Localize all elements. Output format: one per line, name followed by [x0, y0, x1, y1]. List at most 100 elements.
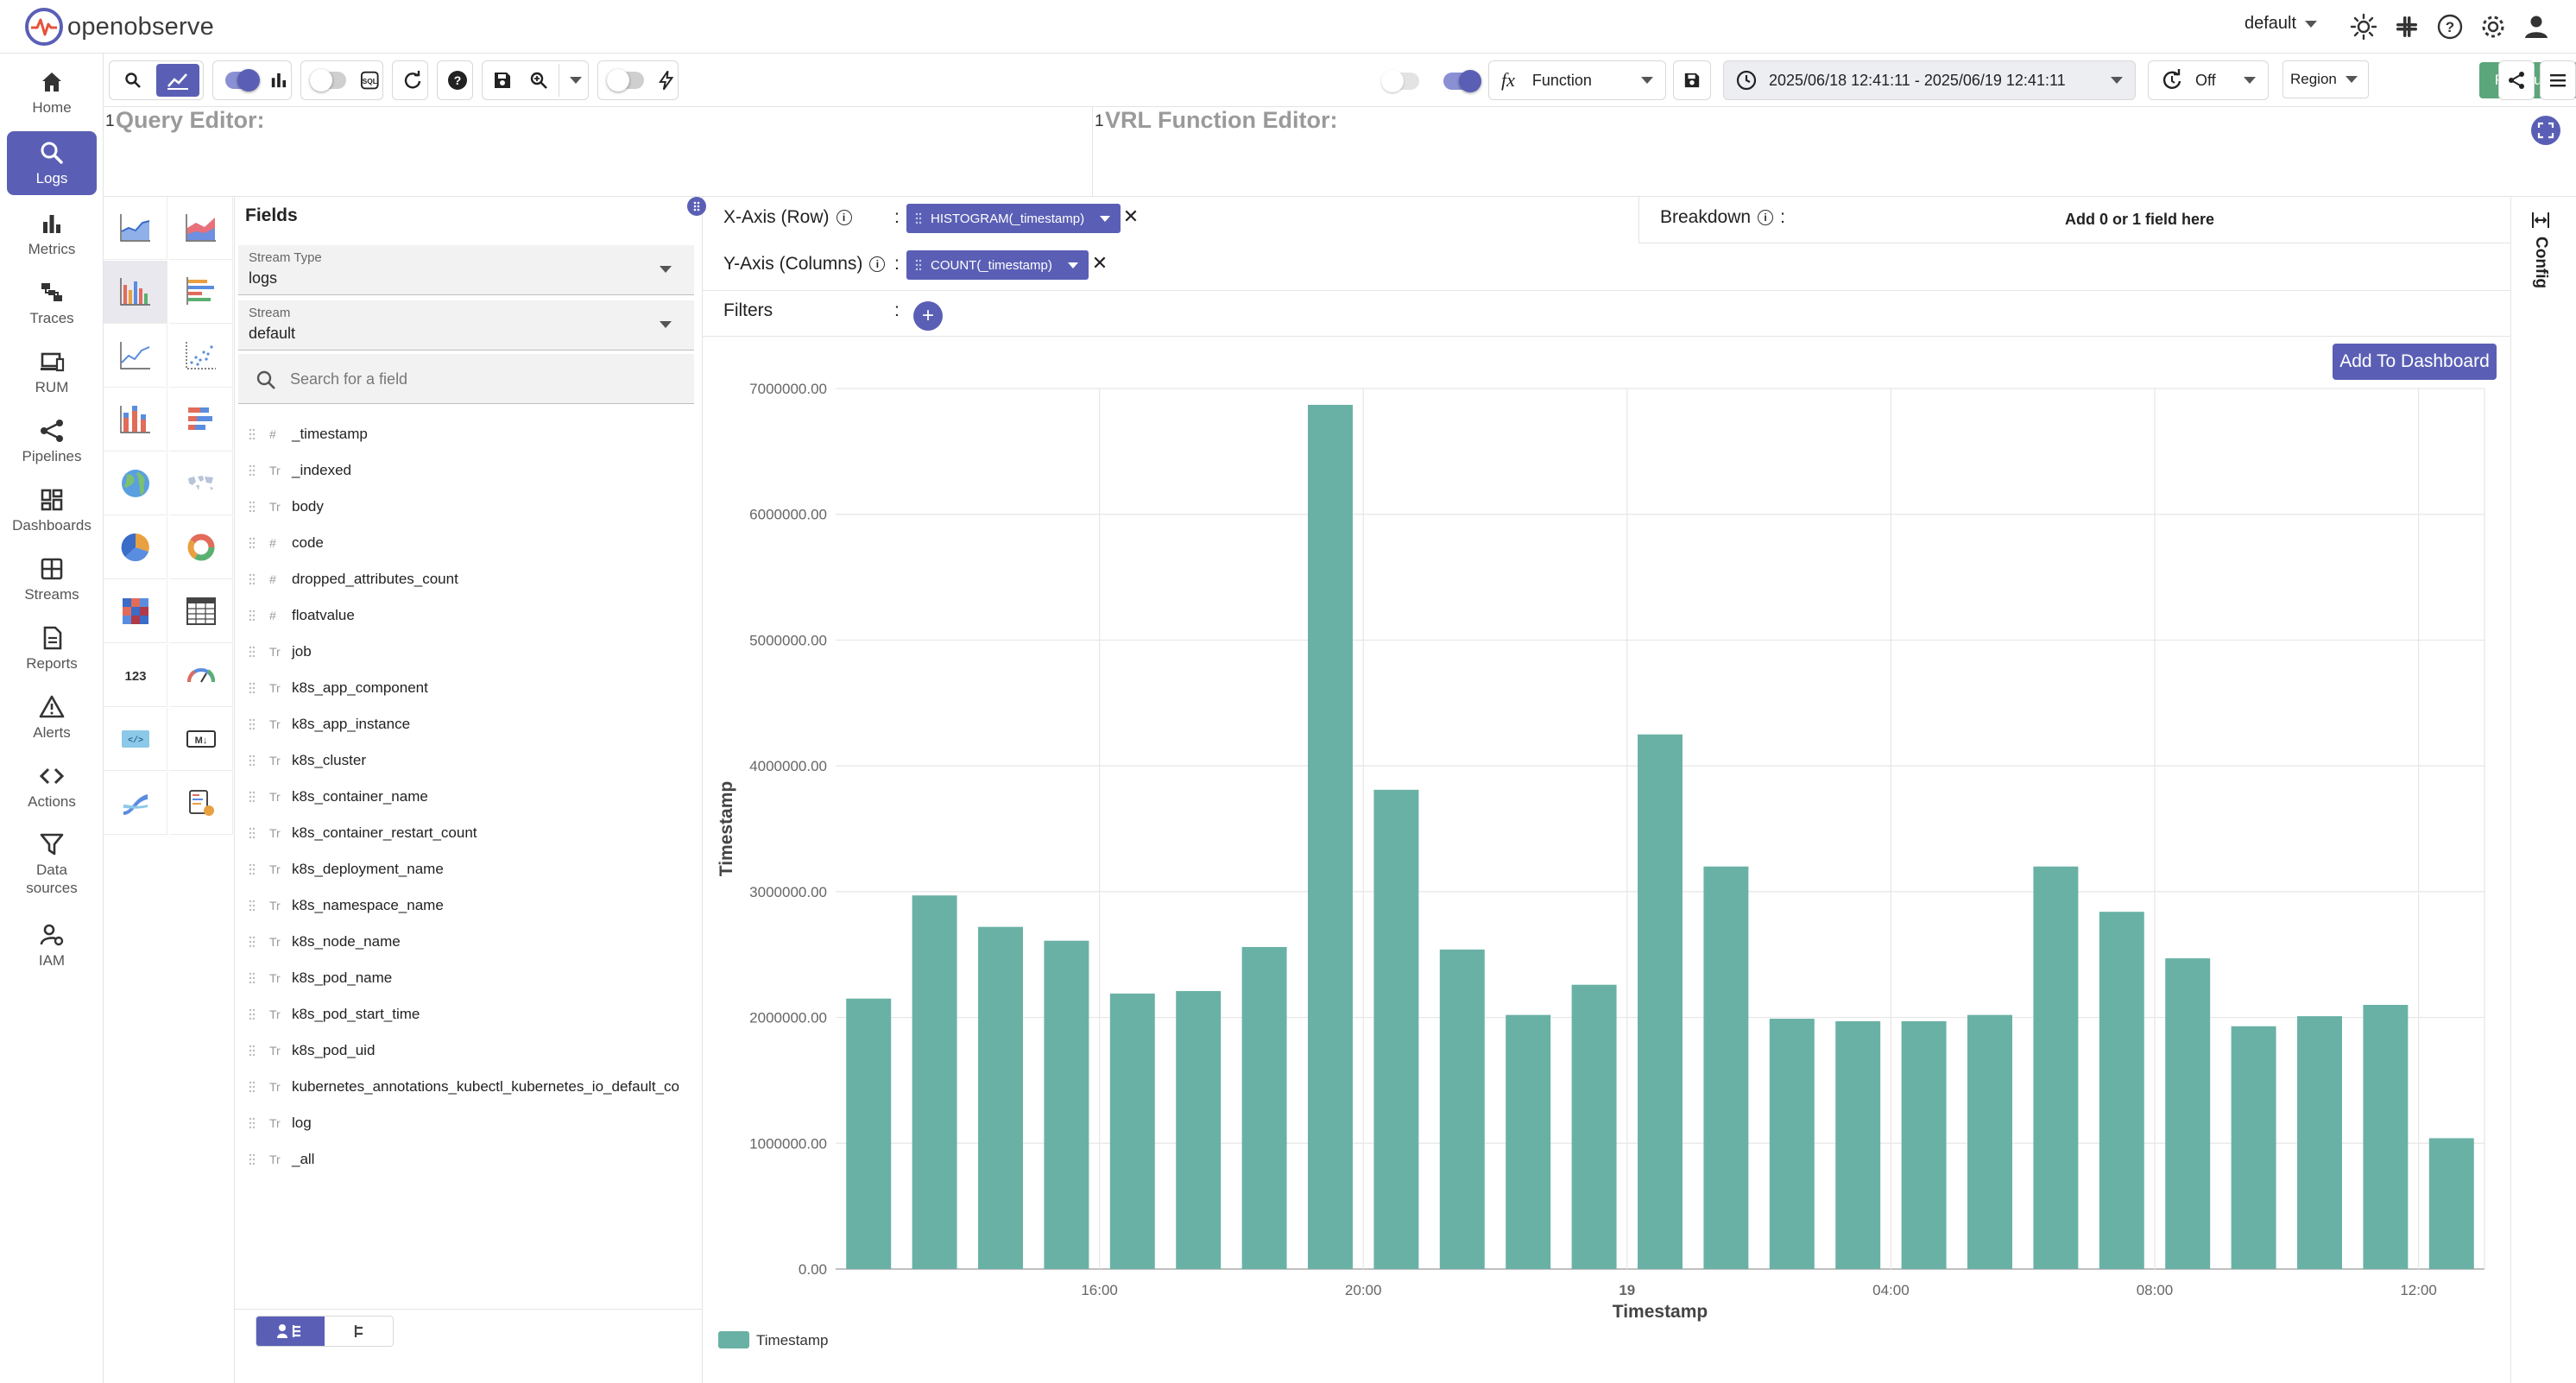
- x-axis-field-chip[interactable]: HISTOGRAM(_timestamp): [906, 204, 1121, 233]
- field-row[interactable]: Tr k8s_cluster: [235, 742, 702, 779]
- field-row[interactable]: Tr k8s_deployment_name: [235, 851, 702, 887]
- chart-type-sankey[interactable]: [104, 772, 167, 835]
- field-row[interactable]: Tr kubernetes_annotations_kubectl_kuberne…: [235, 1069, 702, 1105]
- search-mode-button[interactable]: [113, 64, 153, 97]
- help-icon[interactable]: ?: [2434, 11, 2466, 42]
- panel-drag-handle[interactable]: [687, 197, 706, 216]
- add-to-dashboard-button[interactable]: Add To Dashboard: [2333, 344, 2497, 380]
- bar: [1506, 1014, 1551, 1269]
- chart-type-heatmap[interactable]: [104, 580, 167, 643]
- save-function-button[interactable]: [1673, 60, 1711, 100]
- field-row[interactable]: Tr k8s_node_name: [235, 924, 702, 960]
- logo[interactable]: openobserve: [24, 7, 214, 47]
- stream-select[interactable]: Stream default: [238, 300, 694, 350]
- chart-type-pie[interactable]: [104, 516, 167, 579]
- nav-home[interactable]: Home: [7, 62, 97, 123]
- field-tree-tab[interactable]: [325, 1317, 393, 1346]
- nav-dashboards[interactable]: Dashboards: [7, 478, 97, 542]
- field-row[interactable]: Tr _all: [235, 1141, 702, 1178]
- query-editor[interactable]: 1 Query Editor:: [104, 107, 1093, 197]
- field-row[interactable]: Tr k8s_pod_start_time: [235, 996, 702, 1033]
- chart-type-custom[interactable]: [169, 772, 233, 835]
- histogram-toggle[interactable]: [225, 69, 261, 92]
- chart-type-html[interactable]: </>: [104, 708, 167, 771]
- chart-type-table[interactable]: [169, 580, 233, 643]
- field-row[interactable]: Tr job: [235, 634, 702, 670]
- field-row[interactable]: Tr _indexed: [235, 452, 702, 489]
- slack-icon[interactable]: [2391, 11, 2422, 42]
- save-view-button[interactable]: [486, 64, 519, 97]
- field-row[interactable]: # code: [235, 525, 702, 561]
- chart-type-stacked-bar[interactable]: [104, 388, 167, 452]
- chart-type-metric[interactable]: 123: [104, 644, 167, 707]
- visualize-mode-button[interactable]: [156, 64, 199, 97]
- saved-views-dropdown[interactable]: [559, 64, 591, 97]
- user-avatar-icon[interactable]: [2521, 11, 2552, 42]
- add-filter-button[interactable]: +: [913, 301, 943, 331]
- chart-type-line[interactable]: [104, 325, 167, 388]
- chart-type-area-stacked[interactable]: [169, 197, 233, 260]
- field-row[interactable]: # floatvalue: [235, 597, 702, 634]
- nav-rum[interactable]: RUM: [7, 340, 97, 404]
- field-row[interactable]: Tr k8s_container_name: [235, 779, 702, 815]
- org-selector[interactable]: default: [2245, 14, 2318, 34]
- nav-metrics[interactable]: Metrics: [7, 202, 97, 266]
- share-button[interactable]: [2498, 60, 2535, 100]
- nav-logs[interactable]: Logs: [7, 131, 97, 195]
- transform-toggle[interactable]: [1381, 70, 1419, 92]
- chart-type-area[interactable]: [104, 197, 167, 260]
- nav-actions[interactable]: Actions: [7, 755, 97, 818]
- chart-type-markdown[interactable]: M↓: [169, 708, 233, 771]
- remove-x-field-icon[interactable]: ✕: [1122, 205, 1140, 227]
- field-row[interactable]: Tr k8s_container_restart_count: [235, 815, 702, 851]
- chart-type-h-stacked[interactable]: [169, 388, 233, 452]
- nav-data-sources[interactable]: Data sources: [7, 824, 97, 905]
- nav-iam[interactable]: IAM: [7, 913, 97, 977]
- field-row[interactable]: Tr body: [235, 489, 702, 525]
- settings-icon[interactable]: [2478, 11, 2509, 42]
- function-select[interactable]: fx Function: [1488, 60, 1666, 100]
- auto-refresh-select[interactable]: Off: [2148, 60, 2269, 100]
- nav-traces[interactable]: Traces: [7, 271, 97, 335]
- y-axis-field-chip[interactable]: COUNT(_timestamp): [906, 250, 1089, 280]
- more-menu-button[interactable]: [2540, 60, 2576, 100]
- field-row[interactable]: Tr k8s_namespace_name: [235, 887, 702, 924]
- field-row[interactable]: Tr k8s_app_instance: [235, 706, 702, 742]
- field-row[interactable]: Tr k8s_pod_name: [235, 960, 702, 996]
- chevron-down-icon: [660, 266, 672, 273]
- nav-alerts[interactable]: Alerts: [7, 685, 97, 749]
- config-toggle[interactable]: Config: [2531, 211, 2550, 288]
- chart-type-scatter[interactable]: [169, 325, 233, 388]
- theme-toggle-icon[interactable]: [2348, 11, 2379, 42]
- nav-streams[interactable]: Streams: [7, 547, 97, 611]
- nav-label: Alerts: [33, 723, 71, 741]
- field-search-input[interactable]: [288, 366, 668, 392]
- syntax-help-button[interactable]: ?: [441, 64, 474, 97]
- field-row[interactable]: Tr log: [235, 1105, 702, 1141]
- fullscreen-button[interactable]: [2531, 116, 2560, 145]
- chart-type-gauge[interactable]: [169, 644, 233, 707]
- chart-type-maps[interactable]: [169, 452, 233, 515]
- search-saved-views-button[interactable]: [522, 64, 555, 97]
- chart-type-horizontal-bar[interactable]: [169, 261, 233, 324]
- chart-type-bar[interactable]: [104, 261, 167, 324]
- field-row[interactable]: Tr k8s_pod_uid: [235, 1033, 702, 1069]
- function-toggle[interactable]: [1443, 70, 1481, 92]
- chart-type-geomap[interactable]: [104, 452, 167, 515]
- field-row[interactable]: # dropped_attributes_count: [235, 561, 702, 597]
- nav-pipelines[interactable]: Pipelines: [7, 409, 97, 473]
- drag-handle-icon: [249, 863, 256, 875]
- reset-filters-button[interactable]: [396, 64, 429, 97]
- region-select[interactable]: Region: [2282, 60, 2369, 98]
- stream-type-select[interactable]: Stream Type logs: [238, 245, 694, 295]
- field-row[interactable]: # _timestamp: [235, 416, 702, 452]
- vrl-function-editor[interactable]: 1 VRL Function Editor:: [1093, 107, 2576, 197]
- quick-mode-toggle[interactable]: [607, 69, 644, 92]
- field-row[interactable]: Tr k8s_app_component: [235, 670, 702, 706]
- nav-reports[interactable]: Reports: [7, 616, 97, 680]
- sql-mode-toggle[interactable]: [310, 69, 346, 92]
- field-list-tab[interactable]: [256, 1317, 325, 1346]
- chart-type-donut[interactable]: [169, 516, 233, 579]
- remove-y-field-icon[interactable]: ✕: [1091, 252, 1108, 274]
- date-time-picker[interactable]: 2025/06/18 12:41:11 - 2025/06/19 12:41:1…: [1723, 60, 2136, 100]
